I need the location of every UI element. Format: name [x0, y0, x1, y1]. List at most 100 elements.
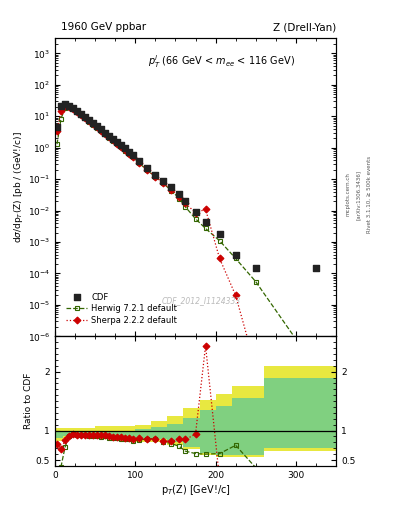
CDF	[102, 129, 108, 137]
Sherpa 2.2.2 default	[153, 174, 158, 180]
Sherpa 2.2.2 default	[123, 147, 128, 153]
Herwig 7.2.1 default	[103, 131, 108, 137]
Herwig 7.2.1 default	[83, 115, 88, 121]
Sherpa 2.2.2 default	[145, 167, 150, 174]
Text: 1960 GeV ppbar: 1960 GeV ppbar	[61, 22, 146, 32]
CDF	[98, 125, 104, 134]
Sherpa 2.2.2 default	[193, 210, 198, 216]
Sherpa 2.2.2 default	[99, 127, 103, 134]
CDF	[90, 119, 96, 127]
Sherpa 2.2.2 default	[63, 103, 68, 109]
CDF	[168, 183, 174, 191]
CDF	[94, 122, 100, 131]
Sherpa 2.2.2 default	[169, 187, 174, 193]
Herwig 7.2.1 default	[153, 174, 158, 180]
Herwig 7.2.1 default	[203, 225, 208, 231]
Text: [arXiv:1306.3436]: [arXiv:1306.3436]	[356, 169, 361, 220]
Sherpa 2.2.2 default	[103, 131, 108, 137]
Text: mcplots.cern.ch: mcplots.cern.ch	[345, 173, 350, 217]
Sherpa 2.2.2 default	[75, 109, 79, 115]
CDF	[70, 104, 76, 112]
CDF	[182, 197, 189, 205]
CDF	[160, 177, 167, 185]
CDF	[233, 250, 239, 259]
CDF	[152, 170, 158, 179]
Line: Herwig 7.2.1 default: Herwig 7.2.1 default	[55, 104, 318, 370]
Herwig 7.2.1 default	[75, 109, 79, 115]
CDF	[106, 132, 112, 140]
Sherpa 2.2.2 default	[71, 106, 75, 112]
CDF	[193, 208, 199, 216]
Herwig 7.2.1 default	[161, 180, 166, 186]
CDF	[58, 101, 64, 110]
Herwig 7.2.1 default	[169, 187, 174, 194]
Sherpa 2.2.2 default	[161, 180, 166, 186]
Herwig 7.2.1 default	[314, 365, 318, 371]
CDF	[118, 141, 125, 150]
CDF	[313, 264, 319, 272]
Herwig 7.2.1 default	[193, 216, 198, 222]
Herwig 7.2.1 default	[55, 141, 59, 147]
Sherpa 2.2.2 default	[67, 104, 72, 110]
Sherpa 2.2.2 default	[91, 121, 95, 127]
CDF	[202, 218, 209, 226]
Sherpa 2.2.2 default	[83, 115, 88, 121]
CDF	[144, 164, 151, 173]
CDF	[82, 113, 88, 121]
Herwig 7.2.1 default	[67, 104, 72, 110]
Sherpa 2.2.2 default	[233, 292, 238, 298]
CDF	[130, 151, 136, 159]
Sherpa 2.2.2 default	[55, 127, 59, 134]
Sherpa 2.2.2 default	[119, 144, 124, 150]
Herwig 7.2.1 default	[95, 125, 99, 131]
Herwig 7.2.1 default	[99, 128, 103, 134]
Text: Z (Drell-Yan): Z (Drell-Yan)	[273, 22, 336, 32]
CDF	[78, 110, 84, 118]
CDF	[126, 147, 132, 156]
Sherpa 2.2.2 default	[111, 137, 116, 143]
CDF	[110, 135, 116, 143]
Line: Sherpa 2.2.2 default: Sherpa 2.2.2 default	[55, 104, 318, 370]
Herwig 7.2.1 default	[115, 141, 119, 147]
Sherpa 2.2.2 default	[115, 141, 119, 147]
Sherpa 2.2.2 default	[131, 154, 136, 160]
Herwig 7.2.1 default	[87, 118, 92, 124]
CDF	[253, 264, 259, 272]
Herwig 7.2.1 default	[123, 147, 128, 154]
Sherpa 2.2.2 default	[253, 365, 258, 371]
CDF	[86, 116, 92, 124]
X-axis label: p$_T$(Z) [GeV!/c]: p$_T$(Z) [GeV!/c]	[161, 482, 230, 497]
Sherpa 2.2.2 default	[127, 151, 132, 157]
Herwig 7.2.1 default	[59, 115, 63, 121]
CDF	[217, 230, 223, 238]
Sherpa 2.2.2 default	[59, 108, 63, 114]
Herwig 7.2.1 default	[137, 160, 142, 166]
Sherpa 2.2.2 default	[183, 200, 188, 206]
Herwig 7.2.1 default	[119, 144, 124, 151]
Text: $p_T^l$ (66 GeV < $m_{ee}$ < 116 GeV): $p_T^l$ (66 GeV < $m_{ee}$ < 116 GeV)	[148, 53, 295, 70]
Herwig 7.2.1 default	[177, 196, 182, 202]
Sherpa 2.2.2 default	[217, 255, 222, 262]
Text: Rivet 3.1.10, ≥ 500k events: Rivet 3.1.10, ≥ 500k events	[366, 156, 371, 233]
Sherpa 2.2.2 default	[107, 134, 112, 140]
Herwig 7.2.1 default	[233, 255, 238, 262]
Sherpa 2.2.2 default	[137, 160, 142, 166]
Legend: CDF, Herwig 7.2.1 default, Sherpa 2.2.2 default: CDF, Herwig 7.2.1 default, Sherpa 2.2.2 …	[63, 289, 181, 328]
CDF	[136, 157, 143, 165]
CDF	[66, 101, 72, 110]
Herwig 7.2.1 default	[127, 151, 132, 157]
Herwig 7.2.1 default	[145, 167, 150, 174]
Herwig 7.2.1 default	[183, 204, 188, 210]
Herwig 7.2.1 default	[63, 105, 68, 111]
Herwig 7.2.1 default	[107, 135, 112, 141]
Sherpa 2.2.2 default	[314, 365, 318, 371]
Sherpa 2.2.2 default	[177, 194, 182, 200]
Herwig 7.2.1 default	[71, 106, 75, 112]
Sherpa 2.2.2 default	[79, 112, 83, 118]
CDF	[122, 144, 129, 153]
CDF	[62, 100, 68, 108]
Herwig 7.2.1 default	[91, 122, 95, 128]
Sherpa 2.2.2 default	[203, 206, 208, 212]
Herwig 7.2.1 default	[79, 112, 83, 118]
Herwig 7.2.1 default	[217, 238, 222, 244]
